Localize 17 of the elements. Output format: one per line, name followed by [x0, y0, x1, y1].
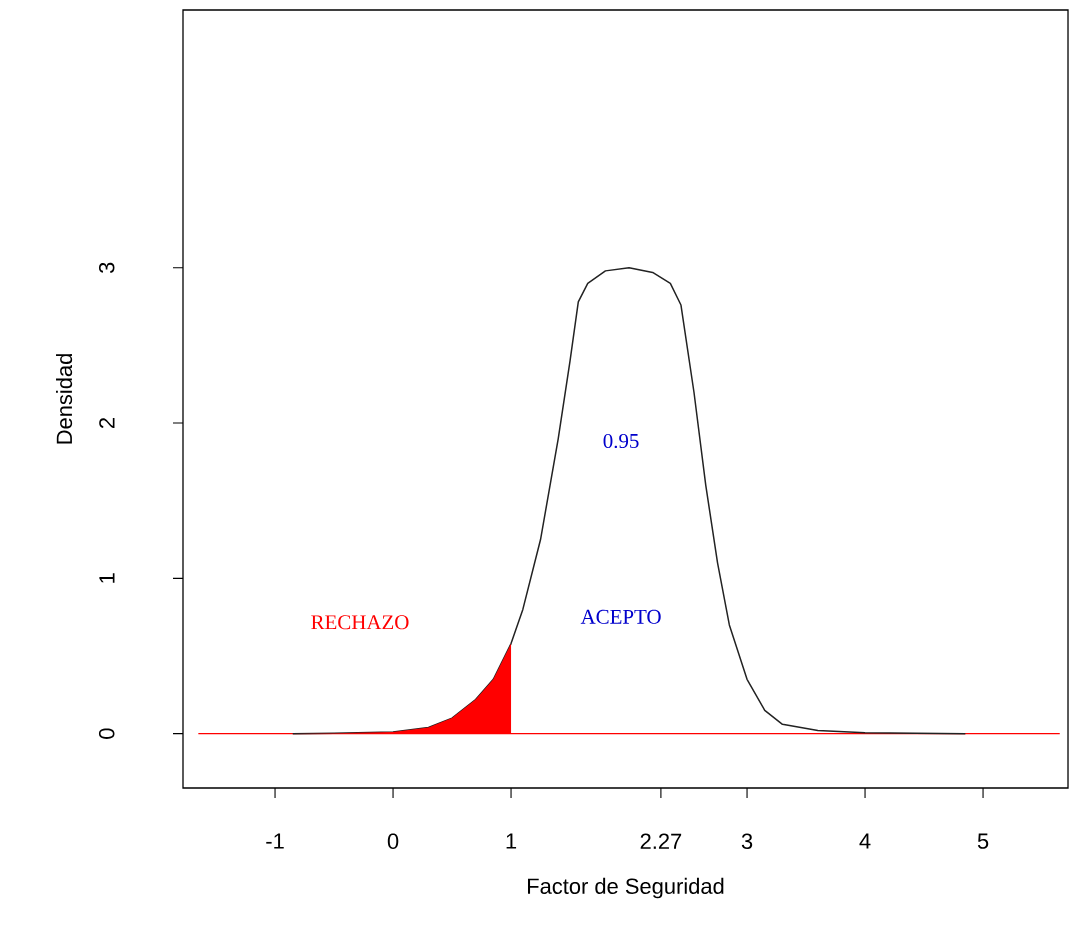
- x-axis-title: Factor de Seguridad: [528, 877, 724, 899]
- x-tick-label: 2.27: [640, 833, 682, 849]
- annotation: 0.95: [603, 433, 639, 449]
- y-tick-label: 2: [99, 418, 115, 429]
- y-tick-label: 3: [98, 262, 115, 274]
- x-tick-label: 0: [387, 833, 399, 850]
- y-tick-label: 0: [98, 728, 115, 739]
- y-tick-label: 1: [99, 573, 115, 583]
- x-tick-label: 5: [977, 833, 989, 849]
- y-axis-title: Densidad: [56, 354, 73, 444]
- x-tick-label: -1: [266, 833, 284, 849]
- annotation: ACEPTO: [580, 609, 661, 624]
- line-series: [291, 267, 967, 735]
- x-tick-label: 1: [506, 833, 517, 849]
- annotation: RECHAZO: [311, 615, 409, 630]
- x-tick-label: 3: [741, 833, 753, 850]
- x-tick-label: 4: [859, 833, 871, 849]
